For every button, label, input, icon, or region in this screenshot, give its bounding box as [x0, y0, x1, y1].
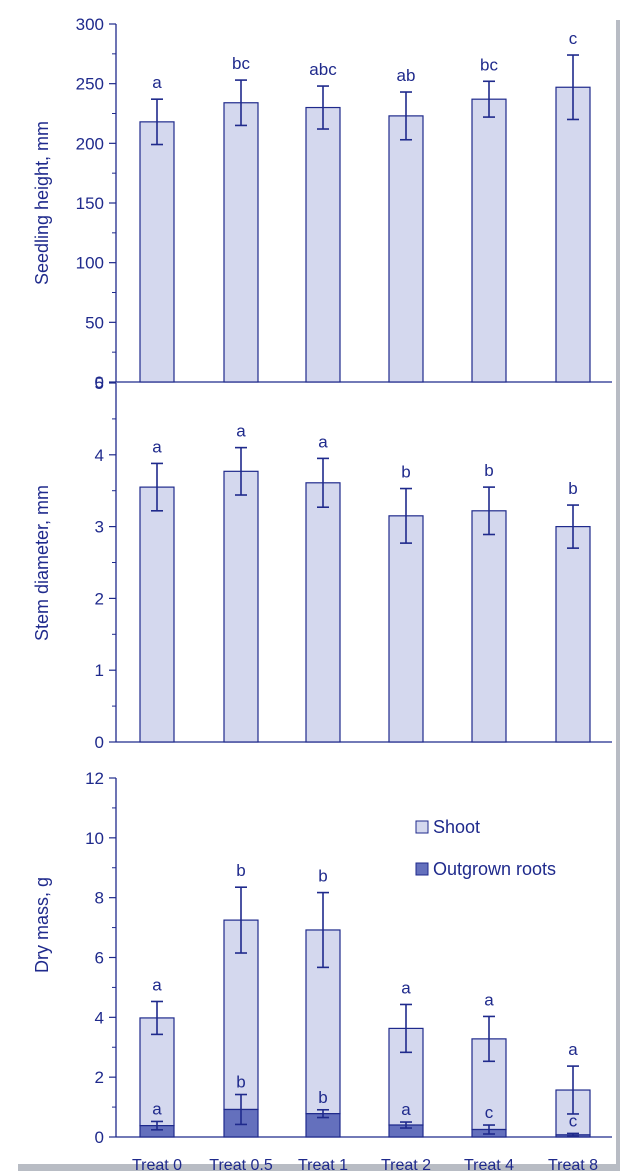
y-tick-label: 4: [95, 446, 104, 465]
panel-dry-mass: 0 2 4 6 8 10 12 a a b b b b a a a c a c: [85, 769, 612, 1147]
y-tick-label: 12: [85, 769, 104, 788]
y-tick-label: 250: [76, 75, 104, 94]
significance-letter: b: [568, 479, 577, 498]
legend-label-shoot: Shoot: [433, 817, 480, 837]
category-label: Treat 0.5: [209, 1157, 273, 1174]
category-label: Treat 0: [132, 1157, 182, 1174]
bar: [388, 515, 424, 743]
bar: [223, 470, 259, 743]
y-tick-label: 150: [76, 194, 104, 213]
legend-label-outgrown-roots: Outgrown roots: [433, 859, 556, 879]
x-category-labels: Treat 0 Treat 0.5 Treat 1 Treat 2 Treat …: [132, 1157, 598, 1174]
significance-letter-shoot: a: [568, 1040, 578, 1059]
significance-letter: b: [484, 461, 493, 480]
legend-swatch-shoot: [415, 820, 429, 834]
y-tick-label: 1: [95, 661, 104, 680]
legend: Shoot Outgrown roots: [415, 817, 556, 879]
y-axis-label-diameter: Stem diameter, mm: [32, 485, 52, 641]
category-label: Treat 2: [381, 1157, 431, 1174]
significance-letter-roots: b: [236, 1073, 245, 1092]
category-label: Treat 4: [464, 1157, 514, 1174]
panel-stem-diameter: 0 1 2 3 4 5 a a a b b b: [95, 374, 612, 752]
bar: [388, 115, 424, 383]
y-tick-label: 8: [95, 889, 104, 908]
y-tick-label: 6: [95, 949, 104, 968]
significance-letter-shoot: b: [236, 861, 245, 880]
significance-letter-roots: c: [569, 1111, 578, 1130]
significance-letter: a: [318, 432, 328, 451]
bar: [223, 102, 259, 383]
significance-letter: ab: [397, 66, 416, 85]
y-axis-label-dry-mass: Dry mass, g: [32, 877, 52, 973]
significance-letter-roots: c: [485, 1103, 494, 1122]
bar: [555, 86, 591, 383]
y-tick-label: 3: [95, 518, 104, 537]
significance-letter: b: [401, 463, 410, 482]
y-axis-label-height: Seedling height, mm: [32, 121, 52, 285]
y-tick-label: 0: [95, 373, 104, 392]
bar: [305, 482, 341, 743]
y-tick-label: 0: [95, 1128, 104, 1147]
significance-letter: a: [152, 437, 162, 456]
bar-shoot: [139, 1017, 175, 1127]
y-tick-label: 5: [95, 374, 104, 393]
y-tick-label: 2: [95, 1068, 104, 1087]
y-tick-label: 10: [85, 829, 104, 848]
significance-letter-shoot: a: [484, 990, 494, 1009]
bar: [305, 106, 341, 383]
significance-letter: a: [236, 422, 246, 441]
significance-letter: a: [152, 73, 162, 92]
y-tick-label: 300: [76, 15, 104, 34]
bar: [139, 121, 175, 383]
legend-swatch-outgrown-roots: [415, 862, 429, 876]
bar: [471, 510, 507, 743]
y-tick-label: 2: [95, 589, 104, 608]
significance-letter: bc: [480, 55, 498, 74]
significance-letter: c: [569, 29, 578, 48]
significance-letter-shoot: a: [152, 975, 162, 994]
bar: [139, 486, 175, 743]
significance-letter: abc: [309, 60, 337, 79]
y-tick-label: 0: [95, 733, 104, 752]
y-tick-label: 100: [76, 254, 104, 273]
category-label: Treat 1: [298, 1157, 348, 1174]
y-tick-label: 4: [95, 1008, 104, 1027]
significance-letter: bc: [232, 54, 250, 73]
significance-letter-roots: a: [401, 1100, 411, 1119]
category-label: Treat 8: [548, 1157, 598, 1174]
significance-letter-roots: b: [318, 1088, 327, 1107]
significance-letter-roots: a: [152, 1099, 162, 1118]
significance-letter-shoot: b: [318, 867, 327, 886]
y-tick-label: 200: [76, 134, 104, 153]
significance-letter-shoot: a: [401, 978, 411, 997]
y-tick-label: 50: [85, 313, 104, 332]
bar: [471, 98, 507, 383]
bar: [555, 525, 591, 743]
